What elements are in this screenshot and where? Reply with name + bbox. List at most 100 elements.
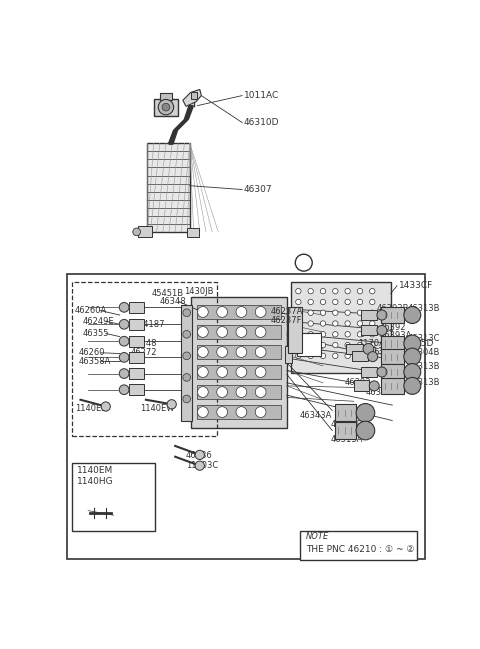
- Circle shape: [357, 321, 363, 326]
- Circle shape: [236, 367, 247, 378]
- Text: 45451B: 45451B: [152, 289, 184, 298]
- Circle shape: [197, 347, 208, 358]
- Text: 46303B: 46303B: [377, 304, 409, 313]
- Circle shape: [183, 309, 191, 317]
- Bar: [285, 346, 292, 363]
- Bar: [147, 143, 190, 232]
- Circle shape: [345, 343, 350, 348]
- Bar: [291, 282, 391, 373]
- Text: 46313A: 46313A: [331, 435, 363, 445]
- Bar: [129, 302, 144, 313]
- Bar: [197, 405, 281, 419]
- Bar: [191, 297, 287, 428]
- Text: 46260A: 46260A: [75, 306, 108, 315]
- Text: 46272: 46272: [131, 349, 157, 357]
- Circle shape: [308, 343, 313, 348]
- Bar: [335, 422, 356, 439]
- Circle shape: [236, 347, 247, 358]
- Circle shape: [236, 387, 247, 397]
- Text: 46355: 46355: [83, 329, 109, 338]
- Bar: [129, 368, 144, 379]
- Circle shape: [308, 332, 313, 337]
- Text: 46392: 46392: [379, 323, 406, 332]
- Circle shape: [217, 306, 228, 317]
- Circle shape: [333, 299, 338, 304]
- Bar: [297, 333, 322, 356]
- Text: 46304: 46304: [365, 387, 392, 397]
- Text: 1430JB: 1430JB: [184, 288, 214, 297]
- Text: 46303B: 46303B: [369, 349, 402, 357]
- Bar: [300, 531, 417, 560]
- Circle shape: [197, 407, 208, 417]
- Text: 46348: 46348: [160, 297, 186, 306]
- Bar: [129, 352, 144, 363]
- Circle shape: [296, 310, 301, 315]
- Circle shape: [308, 288, 313, 294]
- Circle shape: [183, 395, 191, 403]
- Bar: [138, 226, 152, 236]
- Circle shape: [296, 288, 301, 294]
- Circle shape: [119, 385, 129, 395]
- Text: 1140HG: 1140HG: [77, 477, 113, 486]
- Circle shape: [217, 347, 228, 358]
- Circle shape: [296, 343, 301, 348]
- Bar: [154, 99, 178, 116]
- Bar: [335, 404, 356, 421]
- Text: 46313E: 46313E: [358, 347, 390, 356]
- Text: 1433CF: 1433CF: [398, 281, 432, 290]
- Polygon shape: [183, 90, 201, 106]
- Circle shape: [333, 332, 338, 337]
- Circle shape: [333, 353, 338, 358]
- Circle shape: [197, 306, 208, 317]
- Circle shape: [370, 332, 375, 337]
- Bar: [181, 305, 192, 421]
- Circle shape: [195, 450, 204, 459]
- Circle shape: [320, 343, 326, 348]
- Circle shape: [308, 299, 313, 304]
- Circle shape: [377, 325, 387, 336]
- Circle shape: [368, 352, 378, 361]
- Circle shape: [197, 326, 208, 337]
- Bar: [129, 384, 144, 395]
- Text: 1170AA: 1170AA: [358, 339, 391, 348]
- Bar: [352, 351, 368, 361]
- Bar: [361, 310, 377, 320]
- Bar: [381, 378, 404, 393]
- Circle shape: [320, 299, 326, 304]
- Circle shape: [295, 254, 312, 271]
- Circle shape: [357, 343, 363, 348]
- Circle shape: [345, 299, 350, 304]
- Circle shape: [119, 302, 129, 312]
- Circle shape: [296, 321, 301, 326]
- Circle shape: [255, 387, 266, 397]
- Text: 46307: 46307: [244, 185, 272, 194]
- Circle shape: [363, 343, 374, 354]
- Circle shape: [369, 381, 379, 391]
- Text: 46304B: 46304B: [408, 349, 440, 357]
- Bar: [381, 364, 404, 380]
- Circle shape: [217, 367, 228, 378]
- Text: 1140EM: 1140EM: [77, 466, 113, 475]
- Bar: [197, 305, 281, 319]
- Circle shape: [333, 321, 338, 326]
- Bar: [187, 228, 199, 238]
- Circle shape: [296, 332, 301, 337]
- Circle shape: [119, 336, 129, 346]
- Text: 46313C: 46313C: [408, 334, 440, 343]
- Circle shape: [345, 353, 350, 358]
- Circle shape: [255, 347, 266, 358]
- Circle shape: [357, 288, 363, 294]
- Circle shape: [404, 306, 421, 323]
- Circle shape: [183, 374, 191, 381]
- Circle shape: [356, 404, 375, 422]
- Text: 44187: 44187: [138, 320, 165, 329]
- Bar: [129, 319, 144, 330]
- Circle shape: [320, 321, 326, 326]
- Text: 46392: 46392: [345, 378, 371, 387]
- Circle shape: [320, 332, 326, 337]
- Text: 46249E: 46249E: [83, 317, 114, 326]
- Circle shape: [345, 288, 350, 294]
- Circle shape: [217, 326, 228, 337]
- Circle shape: [296, 353, 301, 358]
- Circle shape: [308, 310, 313, 315]
